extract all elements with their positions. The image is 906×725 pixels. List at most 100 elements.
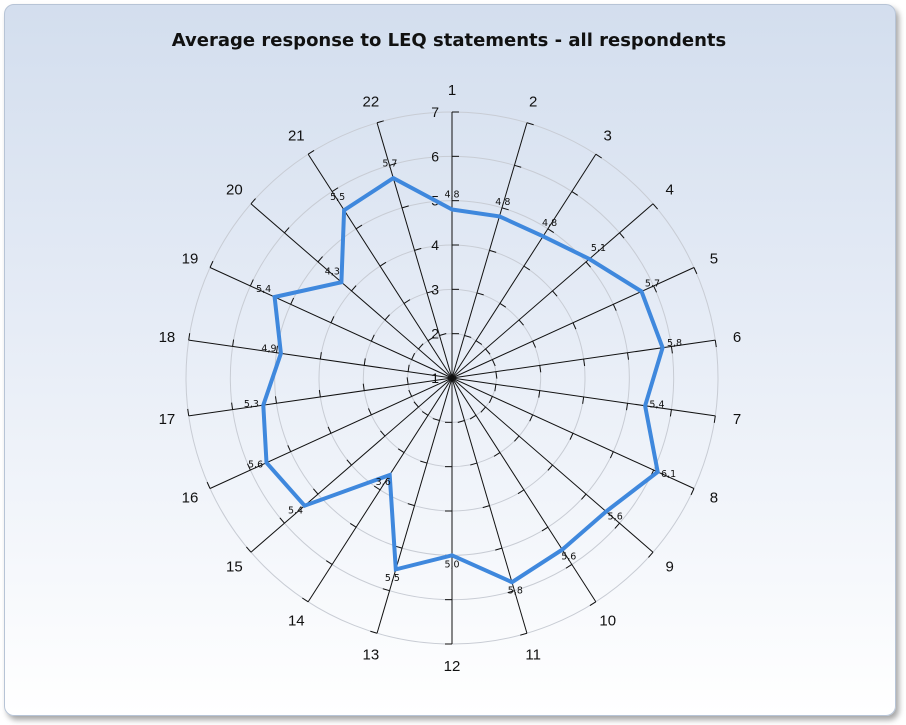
- category-label: 11: [525, 646, 541, 663]
- axis-tick: [246, 546, 252, 553]
- axis-tick: [346, 459, 352, 466]
- axis-tick: [249, 279, 254, 287]
- axis-tick: [307, 150, 315, 155]
- data-label: 4,8: [495, 197, 510, 208]
- data-label: 5,6: [248, 460, 263, 471]
- axis-tick: [382, 588, 390, 592]
- axis-tick: [569, 433, 574, 440]
- axis-tick: [670, 346, 673, 354]
- axis-tick: [612, 304, 617, 311]
- axis-tick: [494, 384, 497, 392]
- axis-spoke: [188, 339, 453, 379]
- data-label: 5,5: [385, 573, 400, 584]
- axis-tick: [547, 228, 555, 234]
- axis-tick: [547, 464, 553, 471]
- axis-tick: [432, 418, 440, 422]
- axis-tick: [379, 261, 387, 267]
- axis-tick: [420, 460, 428, 464]
- axis-tick: [595, 153, 602, 159]
- category-label: 1: [448, 82, 456, 99]
- data-label: 5,4: [256, 284, 271, 295]
- category-label: 7: [733, 411, 741, 428]
- axis-tick: [427, 336, 435, 342]
- axis-tick: [370, 630, 378, 634]
- axis-tick: [250, 198, 256, 205]
- axis-tick: [407, 503, 415, 507]
- axis-tick: [408, 389, 413, 397]
- axis-tick: [284, 227, 290, 234]
- axis-tick: [669, 409, 672, 417]
- axis-tick: [491, 359, 496, 367]
- axis-tick: [489, 249, 497, 253]
- axis-tick: [188, 333, 191, 341]
- axis-tick: [411, 353, 416, 360]
- axis-tick: [384, 314, 390, 321]
- axis-tick: [355, 224, 363, 230]
- axis-tick: [518, 319, 524, 326]
- axis-tick: [627, 352, 630, 360]
- data-label: 4,8: [444, 190, 459, 201]
- axis-tick: [572, 322, 577, 330]
- chart-panel: [4, 4, 896, 716]
- category-label: 15: [226, 559, 243, 576]
- axis-tick: [517, 489, 525, 495]
- radial-tick-label: 6: [431, 148, 439, 164]
- axis-tick: [501, 207, 509, 211]
- axis-tick: [514, 435, 520, 442]
- category-label: 13: [363, 646, 380, 663]
- axis-tick: [499, 302, 507, 308]
- axis-tick: [407, 364, 410, 372]
- axis-tick: [714, 340, 717, 348]
- axis-tick: [582, 396, 585, 404]
- axis-tick: [319, 352, 322, 360]
- axis-tick: [362, 383, 365, 391]
- category-label: 17: [159, 411, 176, 428]
- axis-tick: [652, 203, 658, 210]
- axis-tick: [389, 162, 397, 166]
- category-label: 10: [599, 612, 616, 629]
- axis-tick: [565, 564, 573, 569]
- axis-tick: [426, 290, 434, 294]
- axis-tick: [609, 451, 614, 459]
- axis-tick: [626, 403, 629, 411]
- axis-tick: [529, 414, 534, 422]
- axis-tick: [349, 522, 357, 528]
- axis-tick: [403, 299, 411, 304]
- category-label: 16: [182, 490, 199, 507]
- axis-spoke: [451, 203, 654, 379]
- axis-tick: [187, 408, 190, 416]
- chart-title: Average response to LEQ statements - all…: [171, 30, 727, 51]
- axis-tick: [495, 371, 498, 379]
- axis-tick: [585, 261, 591, 268]
- data-label: 5,6: [561, 552, 576, 563]
- axis-tick: [330, 316, 335, 323]
- data-label: 5,6: [608, 511, 623, 522]
- category-label: 5: [710, 250, 718, 267]
- data-label: 4,3: [325, 266, 340, 277]
- axis-tick: [539, 365, 542, 373]
- axis-tick: [589, 601, 597, 606]
- data-label: 5,1: [591, 243, 606, 254]
- axis-tick: [648, 551, 654, 558]
- radial-tick-label: 1: [431, 370, 439, 386]
- data-label: 5,4: [288, 506, 303, 517]
- axis-tick: [414, 247, 422, 251]
- axis-tick: [581, 493, 587, 500]
- axis-tick: [476, 292, 484, 296]
- axis-tick: [380, 430, 386, 437]
- axis-tick: [327, 426, 332, 434]
- axis-tick: [206, 481, 211, 489]
- category-label: 6: [733, 329, 741, 346]
- axis-tick: [464, 334, 472, 338]
- axis-tick: [317, 256, 323, 263]
- axis-tick: [488, 396, 493, 403]
- axis-tick: [713, 415, 716, 423]
- radial-tick-label: 4: [431, 237, 439, 253]
- category-label: 2: [529, 94, 537, 111]
- axis-tick: [614, 522, 620, 529]
- axis-tick: [693, 267, 698, 275]
- axis-tick: [367, 408, 372, 416]
- axis-tick: [231, 402, 234, 410]
- axis-tick: [690, 488, 695, 496]
- radial-tick-label: 3: [431, 281, 439, 297]
